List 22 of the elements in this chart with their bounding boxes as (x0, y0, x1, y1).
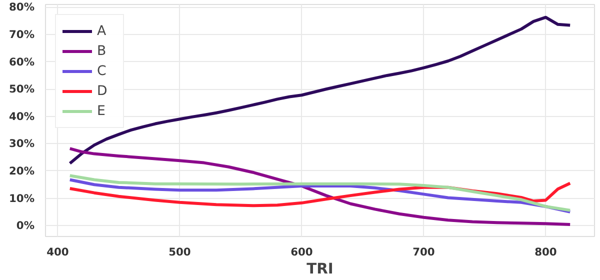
legend-label: C (97, 64, 108, 78)
legend-label: D (97, 84, 108, 98)
y-tick-label: 0% (16, 219, 35, 232)
y-tick-label: 60% (8, 55, 35, 68)
x-axis-title: TRI (306, 260, 334, 278)
y-tick-label: 80% (8, 0, 35, 14)
y-tick-label: 10% (8, 192, 35, 205)
x-tick-label: 800 (534, 246, 557, 258)
legend-label: E (97, 104, 106, 118)
x-tick-label: 400 (46, 246, 69, 258)
y-tick-label: 30% (8, 137, 35, 150)
x-tick-label: 700 (412, 246, 435, 258)
y-tick-label: 70% (8, 28, 35, 42)
line-series (68, 16, 572, 165)
x-tick-label: 600 (290, 246, 313, 258)
legend-label: B (97, 44, 108, 58)
line-series (68, 147, 572, 226)
y-tick-label: 40% (8, 110, 35, 123)
y-tick-label: 50% (8, 82, 35, 96)
x-tick-label: 500 (168, 246, 191, 258)
legend-label: A (97, 24, 108, 38)
y-tick-label: 20% (8, 164, 35, 178)
